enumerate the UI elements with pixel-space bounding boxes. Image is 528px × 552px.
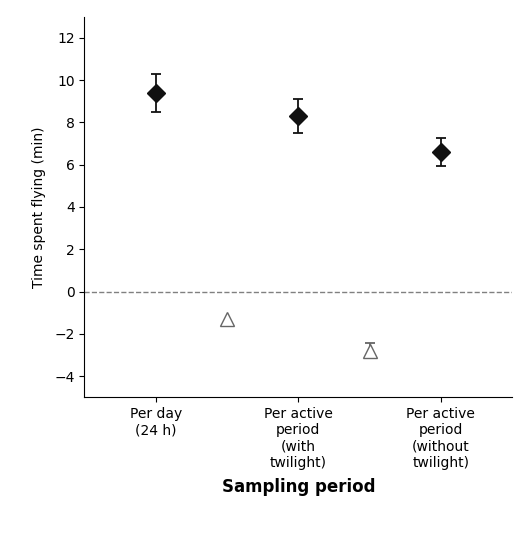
Y-axis label: Time spent flying (min): Time spent flying (min) (32, 126, 46, 288)
X-axis label: Sampling period: Sampling period (222, 478, 375, 496)
